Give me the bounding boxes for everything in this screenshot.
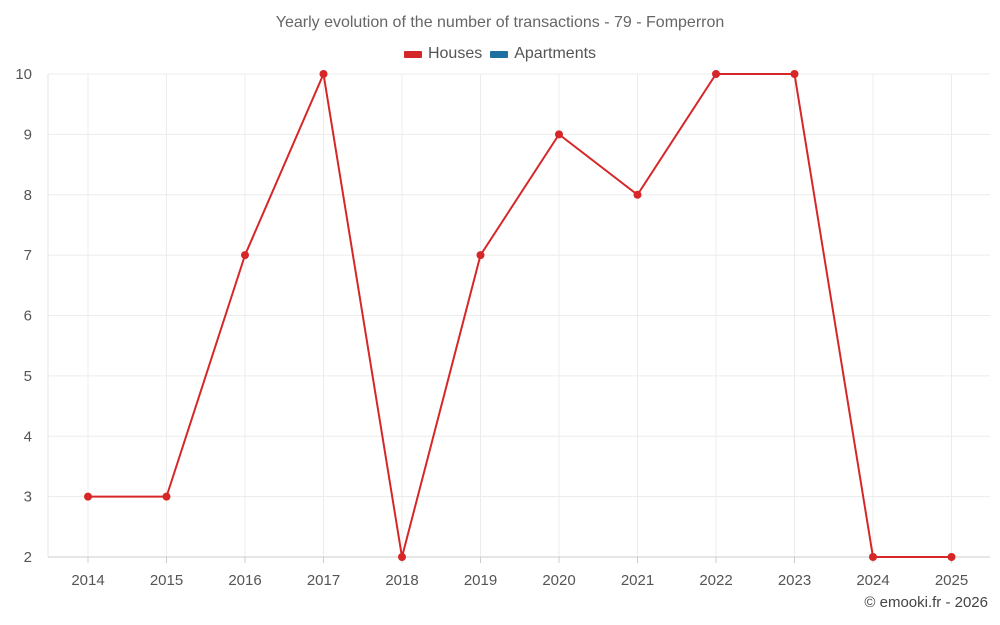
data-point-houses-2019 xyxy=(476,251,485,260)
legend: Houses Apartments xyxy=(0,45,1000,63)
data-point-houses-2023 xyxy=(790,70,799,78)
legend-item-apartments[interactable]: Apartments xyxy=(490,45,596,63)
data-point-houses-2018 xyxy=(398,553,406,561)
data-point-houses-2014 xyxy=(84,492,92,501)
data-point-houses-2015 xyxy=(162,492,171,501)
legend-swatch-apartments xyxy=(490,50,509,58)
axes: 2 3 4 5 6 7 8 9 10 2014 2015 2016 2017 2018 2019 2020 20… xyxy=(15,66,990,589)
x-tick-label-2022: 2022 xyxy=(699,572,732,589)
y-tick-label-2: 2 xyxy=(24,549,32,566)
x-tick-label-2014: 2014 xyxy=(71,572,104,589)
legend-swatch-houses xyxy=(403,50,422,58)
x-tick-label-2024: 2024 xyxy=(856,572,889,589)
legend-item-houses[interactable]: Houses xyxy=(403,45,483,63)
y-tick-label-6: 6 xyxy=(24,308,32,325)
data-point-houses-2024 xyxy=(869,553,877,561)
y-tick-label-10: 10 xyxy=(15,66,32,83)
legend-label-houses: Houses xyxy=(427,45,483,62)
data-point-houses-2025 xyxy=(947,553,956,561)
series-line-houses xyxy=(88,73,952,558)
x-tick-label-2015: 2015 xyxy=(150,572,183,589)
y-tick-label-4: 4 xyxy=(24,428,32,445)
y-tick-label-7: 7 xyxy=(24,247,32,264)
y-tick-label-5: 5 xyxy=(24,368,32,385)
x-tick-label-2019: 2019 xyxy=(464,572,497,589)
data-point-houses-2020 xyxy=(555,130,563,139)
x-tick-label-2025: 2025 xyxy=(935,572,968,589)
x-tick-label-2016: 2016 xyxy=(228,572,261,589)
x-tick-label-2020: 2020 xyxy=(542,572,575,589)
y-tick-label-9: 9 xyxy=(24,126,32,143)
credit-text: © emooki.fr - 2026 xyxy=(864,594,988,611)
x-tick-label-2021: 2021 xyxy=(621,572,654,589)
data-point-houses-2021 xyxy=(633,190,642,199)
x-tick-label-2023: 2023 xyxy=(778,572,811,589)
data-point-houses-2016 xyxy=(241,251,249,260)
chart-title: Yearly evolution of the number of transa… xyxy=(275,14,725,31)
series xyxy=(84,70,956,561)
y-tick-label-3: 3 xyxy=(24,489,32,506)
data-point-houses-2017 xyxy=(319,70,328,78)
grid xyxy=(48,73,990,558)
x-tick-label-2017: 2017 xyxy=(307,572,340,589)
legend-label-apartments: Apartments xyxy=(514,45,597,62)
y-tick-label-8: 8 xyxy=(24,187,32,204)
data-point-houses-2022 xyxy=(712,70,720,78)
x-tick-label-2018: 2018 xyxy=(385,572,418,589)
